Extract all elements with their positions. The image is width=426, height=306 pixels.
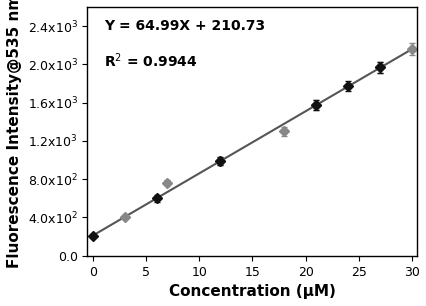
Text: Y = 64.99X + 210.73: Y = 64.99X + 210.73 [104, 19, 265, 33]
Text: R$^{2}$ = 0.9944: R$^{2}$ = 0.9944 [104, 52, 197, 70]
Y-axis label: Fluorescence Intensity@535 nm: Fluorescence Intensity@535 nm [7, 0, 22, 268]
X-axis label: Concentration (μM): Concentration (μM) [169, 284, 335, 299]
